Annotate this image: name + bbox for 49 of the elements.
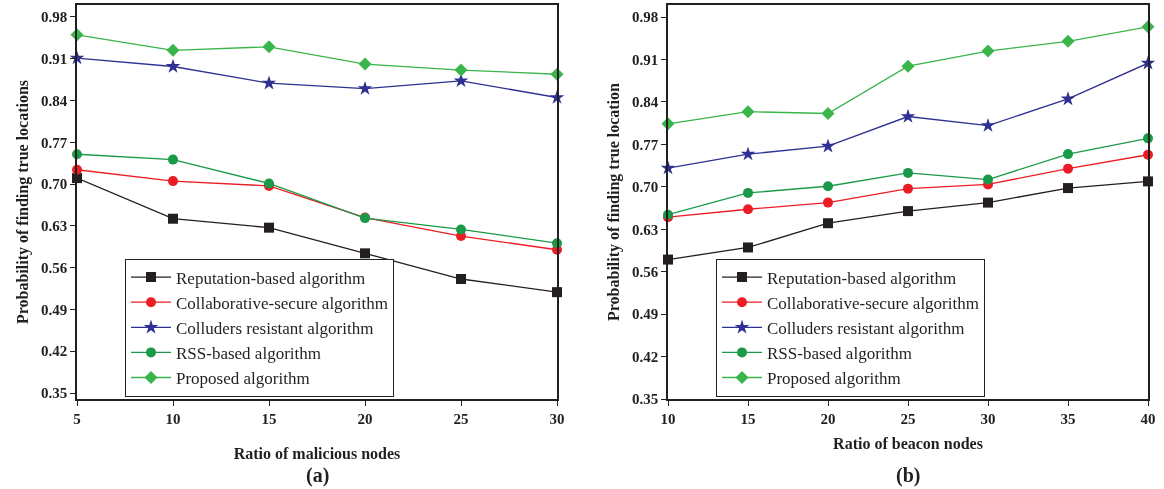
x-tick-label: 25	[453, 410, 469, 427]
legend-label: Colluders resistant algorithm	[767, 318, 965, 338]
x-tick-label: 10	[660, 410, 676, 427]
x-tick-label: 15	[740, 410, 756, 427]
y-tick-label: 0.98	[41, 9, 68, 26]
y-tick-label: 0.77	[632, 136, 659, 153]
y-tick-label: 0.63	[41, 218, 68, 235]
legend-label: Collaborative-secure algorithm	[176, 293, 388, 313]
x-tick-label: 10	[165, 410, 181, 427]
legend-label: Collaborative-secure algorithm	[767, 293, 979, 313]
y-tick-label: 0.49	[41, 301, 68, 318]
y-tick-label: 0.49	[632, 306, 659, 323]
y-tick-label: 0.84	[632, 94, 659, 111]
y-tick-label: 0.35	[41, 385, 68, 402]
text: (b)	[896, 464, 921, 487]
legend-label: Reputation-based algorithm	[767, 268, 957, 288]
y-tick-label: 0.56	[41, 259, 68, 276]
y-tick-label: 0.98	[632, 9, 659, 26]
y-tick-label: 0.35	[632, 391, 659, 408]
legend-label: RSS-based algorithm	[767, 344, 912, 364]
legend-label: Proposed algorithm	[176, 369, 310, 389]
x-tick-label: 20	[357, 410, 373, 427]
x-tick-label: 30	[980, 410, 996, 427]
y-tick-label: 0.91	[632, 51, 659, 68]
x-tick-label: 30	[549, 410, 565, 427]
y-tick-label: 0.84	[41, 92, 68, 109]
legend-label: Reputation-based algorithm	[176, 268, 366, 288]
y-axis-title: Probability of finding true location	[605, 82, 624, 321]
legend-label: Proposed algorithm	[767, 369, 901, 389]
legend-label: Colluders resistant algorithm	[176, 318, 374, 338]
x-tick-label: 20	[820, 410, 836, 427]
y-tick-label: 0.77	[41, 134, 68, 151]
x-axis-title: Ratio of malicious nodes	[233, 444, 401, 462]
text: (a)	[306, 464, 330, 487]
y-axis-title: Probability of finding true locations	[14, 79, 33, 325]
y-tick-label: 0.42	[632, 348, 659, 365]
x-axis-title: Ratio of beacon nodes	[833, 434, 983, 452]
y-tick-label: 0.56	[632, 263, 659, 280]
x-tick-label: 25	[900, 410, 916, 427]
y-tick-label: 0.70	[632, 179, 659, 196]
x-tick-label: 40	[1140, 410, 1156, 427]
y-tick-label: 0.91	[41, 50, 68, 67]
legend-label: RSS-based algorithm	[176, 344, 321, 364]
y-tick-label: 0.42	[41, 343, 68, 360]
x-tick-label: 35	[1060, 410, 1076, 427]
y-tick-label: 0.63	[632, 221, 659, 238]
y-tick-label: 0.70	[41, 176, 68, 193]
x-tick-label: 15	[261, 410, 277, 427]
x-tick-label: 5	[73, 410, 81, 427]
